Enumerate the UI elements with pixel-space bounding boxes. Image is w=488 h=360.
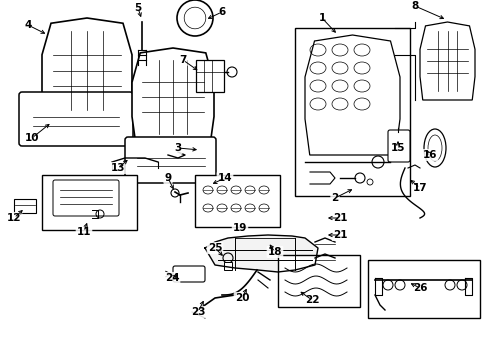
Text: 2: 2 [331,193,338,203]
Bar [195,175,280,227]
Text: 11: 11 [77,227,91,237]
FancyBboxPatch shape [19,92,133,146]
Text: 21: 21 [332,230,346,240]
Text: 25: 25 [207,243,222,253]
Text: 10: 10 [25,133,39,143]
Text: 9: 9 [164,173,171,183]
Text: 5: 5 [134,3,142,13]
Text: 19: 19 [232,223,246,233]
Text: 7: 7 [179,55,186,65]
Bar [224,262,231,270]
Text: 6: 6 [218,7,225,17]
FancyBboxPatch shape [173,266,204,282]
Text: 18: 18 [267,247,282,257]
Text: 13: 13 [110,163,125,173]
Bar [42,175,137,230]
Bar [294,28,409,196]
Text: 8: 8 [410,1,418,11]
Bar [367,260,479,318]
Text: 4: 4 [24,20,32,30]
Text: 24: 24 [164,273,179,283]
Text: 23: 23 [190,307,205,317]
Text: 1: 1 [318,13,325,23]
Text: 14: 14 [217,173,232,183]
PathPatch shape [419,22,474,100]
Text: 21: 21 [332,213,346,223]
Text: 15: 15 [390,143,405,153]
Text: 26: 26 [412,283,427,293]
Text: 3: 3 [174,143,181,153]
Text: 20: 20 [234,293,249,303]
Text: 17: 17 [412,183,427,193]
FancyBboxPatch shape [125,137,216,183]
FancyBboxPatch shape [14,199,36,213]
Text: 16: 16 [422,150,436,160]
PathPatch shape [132,48,214,146]
PathPatch shape [42,18,132,123]
FancyBboxPatch shape [387,130,409,162]
Polygon shape [204,235,317,272]
FancyBboxPatch shape [53,180,119,216]
Text: 12: 12 [7,213,21,223]
PathPatch shape [305,35,399,155]
Bar [278,255,359,307]
Text: 22: 22 [304,295,319,305]
Bar [196,60,224,92]
